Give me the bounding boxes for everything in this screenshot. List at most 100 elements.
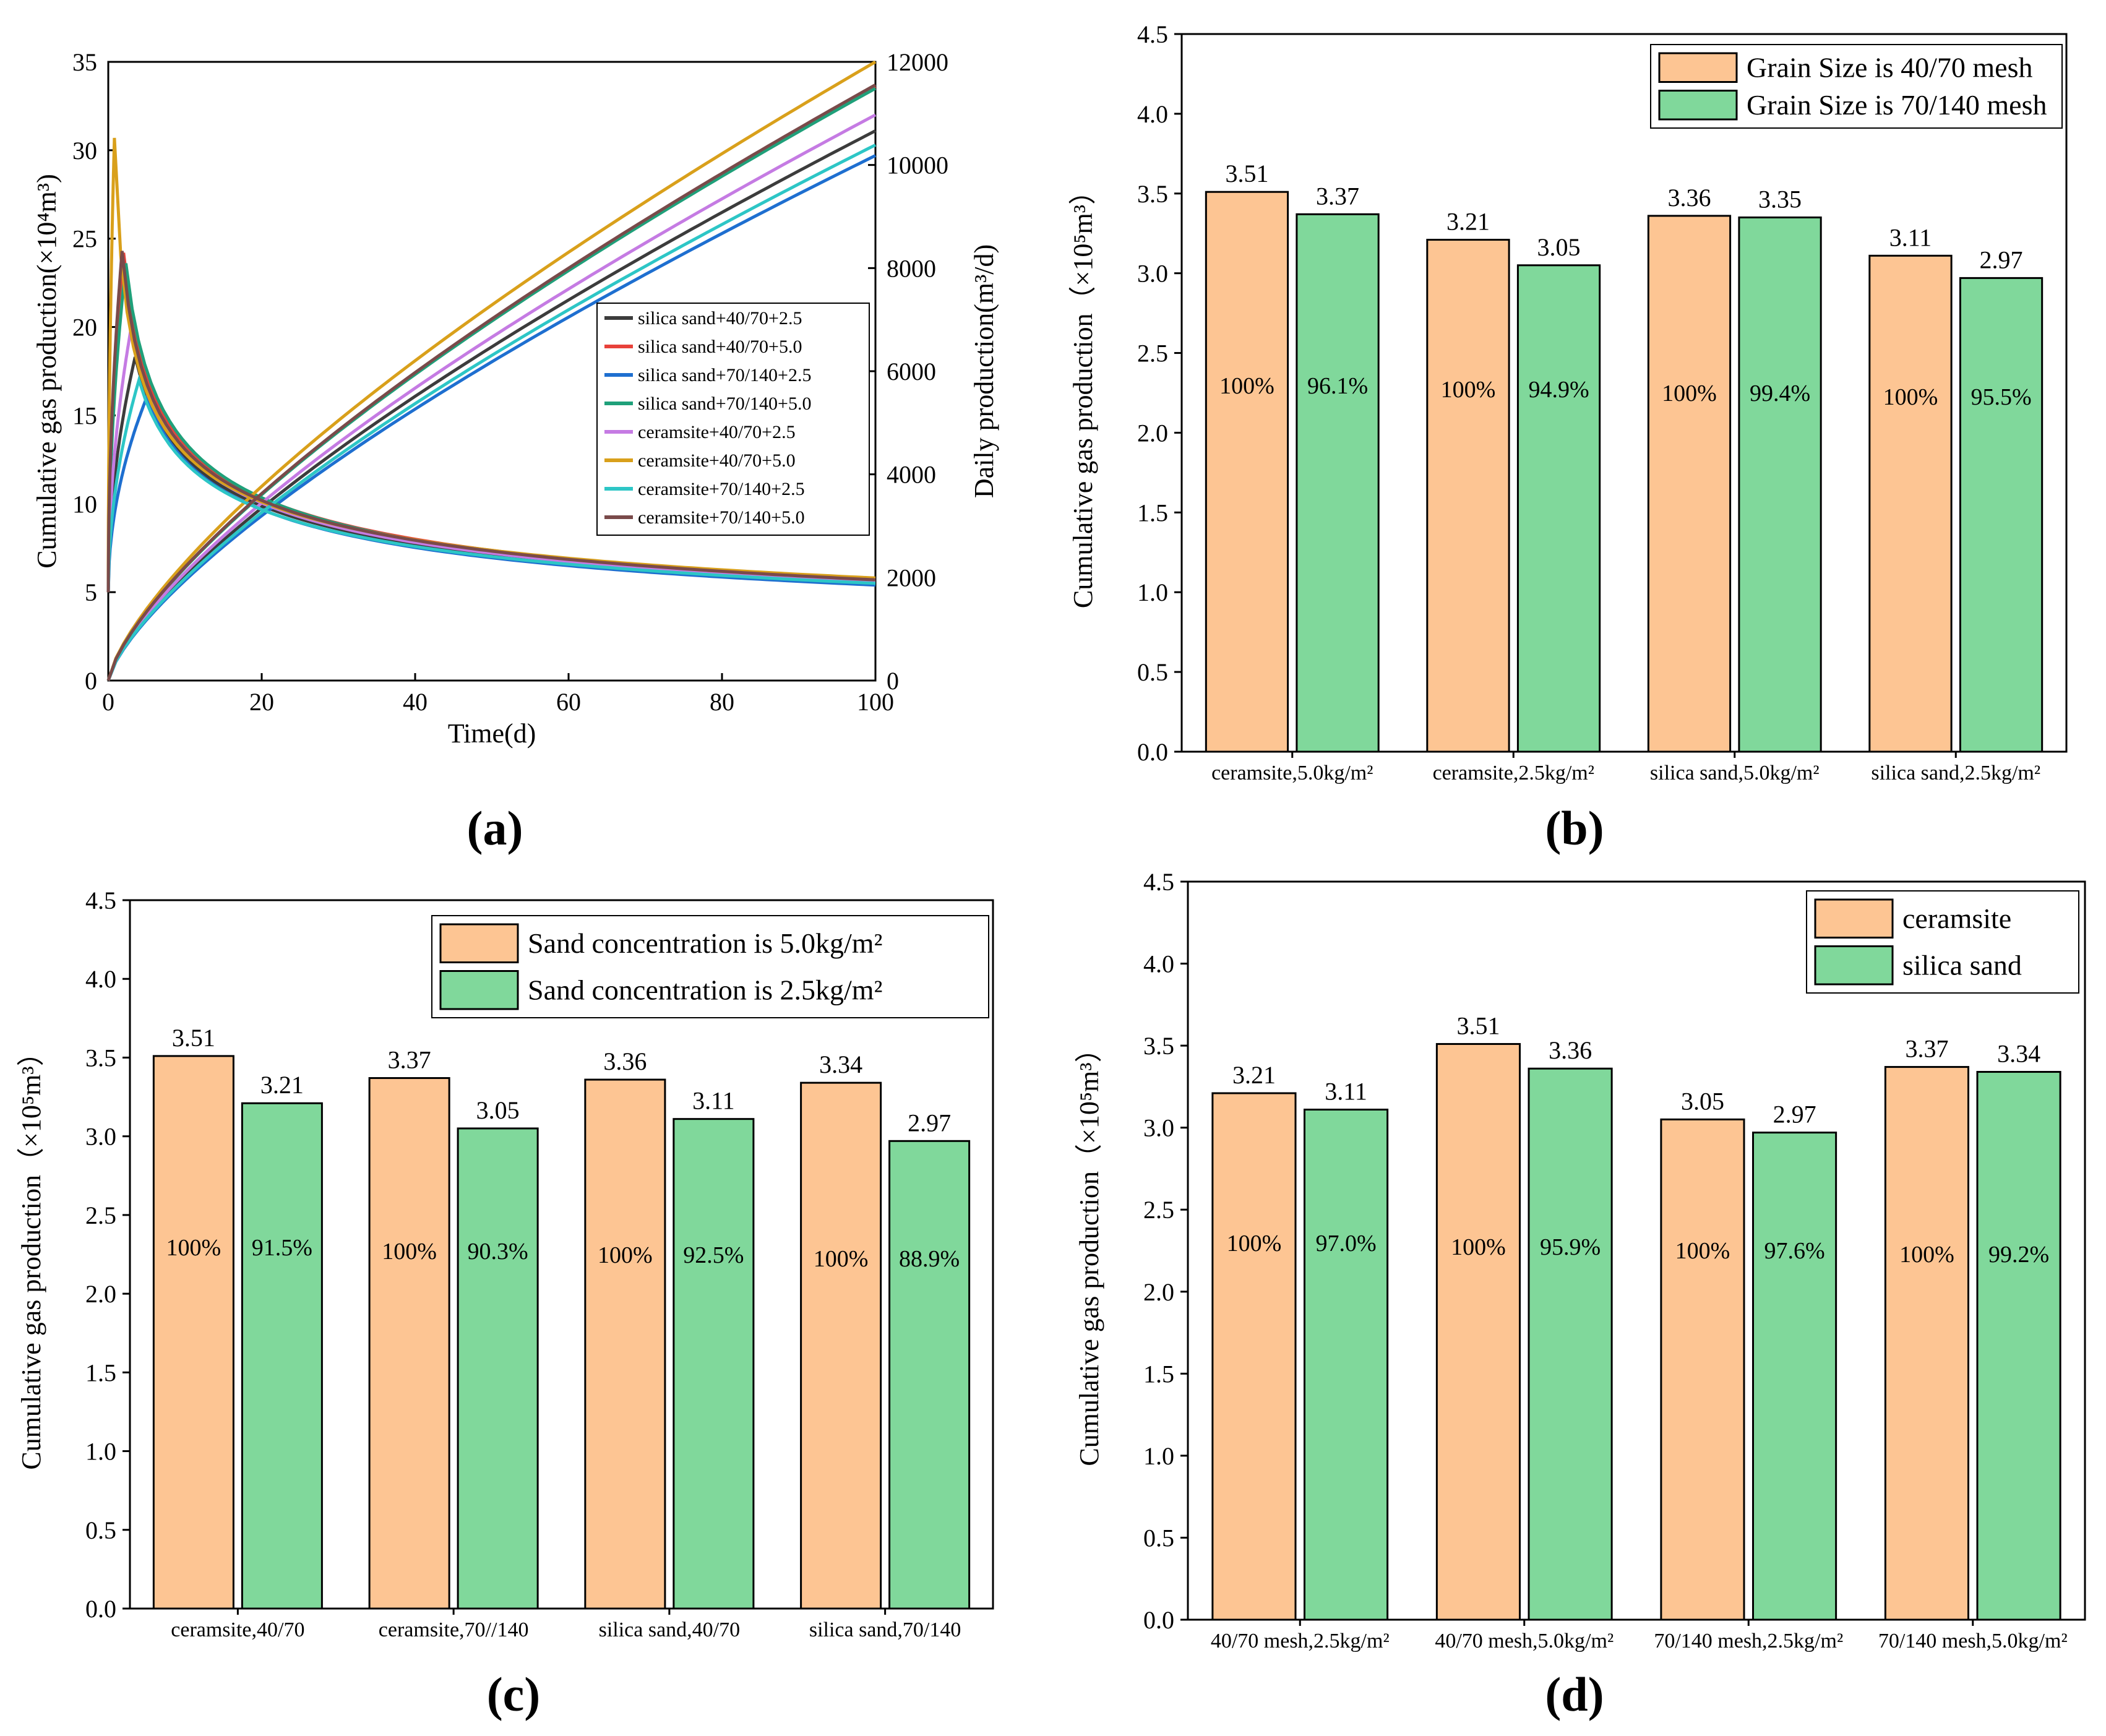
y-tick-label: 3.0 — [85, 1123, 116, 1151]
bar-percent-label: 100% — [1662, 380, 1717, 406]
bar-percent-label: 100% — [1219, 373, 1274, 399]
x-category-label: silica sand,40/70 — [599, 1618, 741, 1641]
y-tick-label: 0.5 — [1143, 1524, 1174, 1552]
bar-value-label: 3.36 — [1667, 184, 1711, 212]
daily-curve — [106, 374, 876, 593]
bar-series-a — [1435, 1042, 1521, 1621]
bar-value-label: 3.35 — [1758, 185, 1802, 213]
bar-percent-label: 100% — [814, 1246, 869, 1272]
bar-percent-label: 100% — [1227, 1231, 1282, 1257]
y-tick-label: 1.5 — [1137, 499, 1168, 526]
bar-series-a — [1426, 239, 1510, 753]
bar-series-b — [1738, 216, 1822, 753]
legend-label: Grain Size is 70/140 mesh — [1747, 89, 2047, 121]
legend-swatch — [1814, 945, 1894, 986]
legend-label: silica sand — [1902, 949, 2022, 981]
y-tick-label: 4.0 — [85, 965, 116, 993]
x-category-label: ceramsite,5.0kg/m² — [1211, 762, 1373, 784]
bar-percent-label: 99.2% — [1988, 1242, 2049, 1268]
y-tick-label: 3.0 — [1143, 1114, 1174, 1142]
x-category-label: silica sand,5.0kg/m² — [1650, 762, 1820, 784]
cumulative-curve — [106, 144, 877, 681]
x-category-label: ceramsite,40/70 — [171, 1618, 304, 1641]
bar-series-a — [1647, 215, 1732, 753]
y-tick-label: 3.0 — [1137, 260, 1168, 288]
x-tick-label: 40 — [403, 688, 428, 716]
legend-swatch — [1658, 52, 1738, 83]
panel-d: 0.0 0.5 1.0 1.5 2.0 2.5 3.0 3.5 4.0 4.5 Cumulative… — [1074, 868, 2086, 1652]
x-tick-label: 80 — [710, 688, 734, 716]
y-tick-label: 1.5 — [1143, 1360, 1174, 1388]
bar-value-label: 2.97 — [1980, 246, 2023, 273]
y-tick-label: 2.0 — [85, 1280, 116, 1308]
y-tick-label: 2.0 — [1137, 419, 1168, 447]
y-axis-title: Cumulative gas production（×10⁵m³） — [16, 1039, 46, 1469]
legend-label: Grain Size is 40/70 mesh — [1747, 51, 2033, 83]
bar-percent-label: 91.5% — [252, 1235, 312, 1261]
y-right-tick-label: 4000 — [887, 461, 936, 489]
y-tick-label: 2.5 — [1137, 340, 1168, 367]
x-category-label: ceramsite,70//140 — [379, 1618, 529, 1641]
legend-label: Sand concentration is 2.5kg/m² — [528, 974, 882, 1005]
bar-value-label: 2.97 — [1773, 1101, 1816, 1128]
bar-percent-label: 90.3% — [468, 1239, 528, 1265]
bar-value-label: 3.21 — [260, 1071, 304, 1099]
bar-series-b — [888, 1140, 971, 1610]
bar-series-a — [1884, 1066, 1969, 1621]
y-left-tick-label: 30 — [72, 137, 97, 165]
bar-series-b — [1752, 1132, 1837, 1621]
y-tick-label: 1.0 — [1137, 578, 1168, 606]
y-tick-label: 3.5 — [85, 1044, 116, 1072]
bar-value-label: 3.36 — [603, 1047, 647, 1075]
x-category-label: 70/140 mesh,2.5kg/m² — [1654, 1630, 1843, 1652]
y-tick-label: 0.5 — [85, 1516, 116, 1544]
bar-percent-label: 100% — [598, 1242, 653, 1268]
y-tick-label: 0.0 — [85, 1595, 116, 1623]
bar-series-a — [1211, 1092, 1297, 1621]
plot-frame-c — [129, 899, 994, 1610]
bar-percent-label: 95.5% — [1971, 384, 2031, 410]
y-tick-label: 2.5 — [85, 1201, 116, 1229]
bar-series-b — [673, 1118, 755, 1610]
legend-label: ceramsite+70/140+2.5 — [638, 479, 805, 499]
bar-series-b — [1976, 1071, 2061, 1621]
x-axis-title: Time(d) — [448, 718, 536, 749]
cumulative-curve — [106, 60, 877, 681]
y-tick-label: 0.5 — [1137, 658, 1168, 686]
plot-frame-d — [1187, 880, 2086, 1621]
legend-label: silica sand+40/70+2.5 — [638, 308, 802, 329]
bar-value-label: 3.37 — [1316, 182, 1359, 210]
cumulative-curve — [106, 129, 877, 681]
bar-series-a — [1205, 191, 1289, 753]
x-tick-label: 100 — [857, 688, 894, 716]
y-right-tick-label: 10000 — [887, 152, 948, 179]
bar-value-label: 3.34 — [819, 1051, 862, 1078]
legend-label: ceramsite+40/70+5.0 — [638, 450, 796, 471]
bar-series-b — [1296, 213, 1380, 753]
legend-label: ceramsite+70/140+5.0 — [638, 507, 805, 528]
bar-series-b — [241, 1102, 323, 1610]
y-left-tick-label: 20 — [72, 314, 97, 342]
bar-percent-label: 96.1% — [1307, 373, 1368, 399]
bar-value-label: 3.05 — [1537, 233, 1581, 261]
bar-value-label: 2.97 — [908, 1109, 951, 1137]
legend-label: ceramsite — [1902, 903, 2011, 934]
y-left-tick-label: 35 — [72, 48, 97, 76]
y-tick-label: 0.0 — [1143, 1606, 1174, 1634]
bar-value-label: 3.51 — [1225, 160, 1268, 187]
y-right-tick-label: 2000 — [887, 564, 936, 591]
y-tick-label: 4.0 — [1137, 100, 1168, 128]
bar-series-a — [800, 1081, 882, 1610]
y-right-tick-label: 0 — [887, 667, 899, 695]
bar-series-a — [1660, 1118, 1745, 1621]
legend-label: silica sand+70/140+2.5 — [638, 365, 811, 385]
panel-label-d: (d) — [1545, 1667, 1604, 1721]
legend-swatch — [1658, 90, 1738, 121]
bar-series-b — [1528, 1067, 1613, 1621]
bar-value-label: 3.37 — [388, 1046, 431, 1074]
bar-percent-label: 100% — [1899, 1242, 1954, 1268]
y-left-tick-label: 10 — [72, 490, 97, 518]
y-tick-label: 3.5 — [1137, 180, 1168, 208]
legend-label: silica sand+70/140+5.0 — [638, 393, 811, 414]
